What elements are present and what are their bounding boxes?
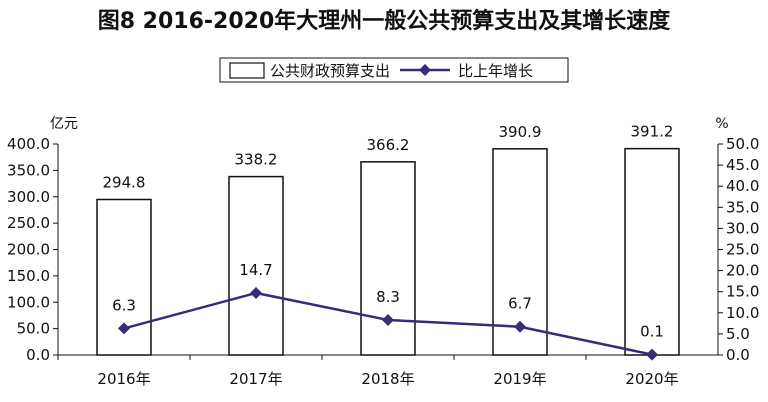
- left-tick-label: 250.0: [7, 214, 50, 232]
- right-tick-label: 10.0: [726, 304, 759, 322]
- right-tick-label: 5.0: [726, 325, 750, 343]
- growth-value-label: 6.7: [508, 295, 532, 313]
- right-tick-label: 50.0: [726, 135, 759, 153]
- left-tick-label: 400.0: [7, 135, 50, 153]
- right-tick-label: 40.0: [726, 177, 759, 195]
- bar: [492, 148, 548, 356]
- right-tick-label: 45.0: [726, 156, 759, 174]
- chart-title: 图8 2016-2020年大理州一般公共预算支出及其增长速度: [98, 8, 672, 34]
- category-label: 2018年: [361, 370, 414, 388]
- right-tick-label: 15.0: [726, 283, 759, 301]
- legend-frame: [219, 57, 569, 83]
- line-series: [118, 286, 658, 361]
- growth-point: [646, 348, 658, 361]
- category-label: 2020年: [625, 370, 678, 388]
- left-tick-label: 350.0: [7, 161, 50, 179]
- growth-point: [250, 286, 262, 299]
- growth-value-label: 6.3: [112, 296, 136, 314]
- bar: [96, 198, 152, 356]
- category-labels: 2016年 2017年 2018年 2019年 2020年: [57, 355, 679, 388]
- left-tick-label: 100.0: [7, 293, 50, 311]
- bar-series: [96, 147, 680, 356]
- legend-line-marker: [419, 64, 431, 76]
- growth-value-label: 0.1: [640, 323, 664, 341]
- category-label: 2019年: [493, 370, 546, 388]
- bar-value-label: 338.2: [235, 151, 278, 169]
- bar-value-label: 391.2: [631, 123, 674, 141]
- legend-line-label: 比上年增长: [458, 62, 533, 80]
- legend-bar-swatch: [229, 62, 265, 79]
- growth-point: [514, 320, 526, 333]
- left-tick-label: 200.0: [7, 241, 50, 259]
- left-tick-label: 150.0: [7, 267, 50, 285]
- growth-point: [118, 322, 130, 335]
- legend-bar-label: 公共财政预算支出: [270, 62, 390, 80]
- left-axis-unit: 亿元: [50, 116, 78, 132]
- bar-value-label: 294.8: [103, 173, 146, 191]
- right-tick-label: 30.0: [726, 219, 759, 237]
- right-tick-label: 0.0: [726, 346, 750, 364]
- legend: 公共财政预算支出 比上年增长: [219, 57, 569, 83]
- bar: [360, 161, 416, 356]
- left-tick-label: 50.0: [17, 320, 50, 338]
- right-axis-unit: %: [715, 116, 728, 132]
- left-axis-ticks: 0.0 50.0 100.0 150.0 200.0 250.0 300.0 350.0 400…: [7, 135, 58, 364]
- growth-value-label: 8.3: [376, 288, 400, 306]
- right-tick-label: 20.0: [726, 262, 759, 280]
- bar-data-labels: 294.8 338.2 366.2 390.9 391.2: [103, 123, 674, 192]
- left-tick-label: 0.0: [26, 346, 50, 364]
- right-tick-label: 35.0: [726, 198, 759, 216]
- line-data-labels: 6.3 14.7 8.3 6.7 0.1: [112, 261, 664, 341]
- bar: [228, 175, 284, 356]
- bar: [624, 147, 680, 356]
- category-label: 2016年: [97, 370, 150, 388]
- right-axis-ticks: 0.0 5.0 10.0 15.0 20.0 25.0 30.0 35.0 40.0 45.0 50…: [718, 135, 759, 364]
- bar-value-label: 390.9: [499, 123, 542, 141]
- category-label: 2017年: [229, 370, 282, 388]
- growth-value-label: 14.7: [239, 261, 272, 279]
- right-tick-label: 25.0: [726, 241, 759, 259]
- growth-point: [382, 313, 394, 326]
- left-tick-label: 300.0: [7, 188, 50, 206]
- bar-value-label: 366.2: [367, 136, 410, 154]
